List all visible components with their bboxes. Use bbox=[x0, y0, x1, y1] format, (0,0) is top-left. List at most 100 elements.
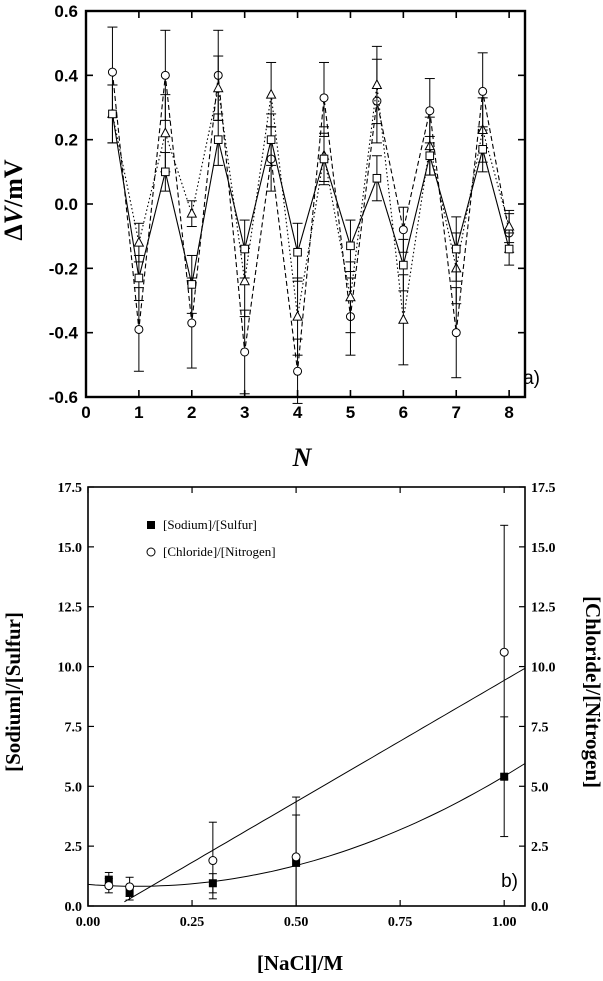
a-point-circle bbox=[240, 347, 250, 357]
b-x-tick-label: 1.00 bbox=[492, 915, 517, 930]
a-point-square bbox=[478, 145, 487, 154]
b-y-tick-label: 5.0 bbox=[65, 780, 83, 795]
a-point-square bbox=[346, 241, 355, 251]
b-panel-label: b) bbox=[501, 871, 518, 892]
a-point-square bbox=[240, 244, 249, 254]
b-y-tick-label: 15.0 bbox=[58, 541, 83, 556]
a-point-circle bbox=[425, 106, 435, 116]
b-y-tick-label-right: 0.0 bbox=[531, 900, 549, 915]
a-point-circle bbox=[134, 324, 144, 334]
b-x-tick-label: 0.25 bbox=[180, 915, 205, 930]
a-x-tick-label: 0 bbox=[81, 403, 90, 422]
a-panel-label: a) bbox=[523, 368, 540, 389]
b-y-tick-label-right: 12.5 bbox=[531, 601, 556, 616]
a-point-square bbox=[161, 167, 170, 177]
a-y-tick-label: 0.2 bbox=[54, 131, 78, 150]
b-y-tick-label: 10.0 bbox=[58, 661, 83, 676]
b-x-axis-label: [NaCl]/M bbox=[257, 951, 343, 975]
a-series-squares bbox=[107, 84, 515, 314]
a-point-square bbox=[399, 260, 408, 270]
a-point-circle bbox=[398, 225, 408, 235]
legend-label-sodium: [Sodium]/[Sulfur] bbox=[163, 517, 257, 532]
a-point-triangle bbox=[133, 236, 145, 247]
b-y-tick-label-right: 15.0 bbox=[531, 541, 556, 556]
a-point-triangle bbox=[265, 88, 277, 99]
a-point-circle bbox=[160, 70, 170, 80]
b-y-tick-label-right: 2.5 bbox=[531, 840, 549, 855]
a-point-circle bbox=[187, 318, 197, 328]
b-series-chloride bbox=[104, 524, 526, 907]
b-y-tick-label: 17.5 bbox=[58, 481, 83, 496]
a-y-tick-label: -0.6 bbox=[49, 388, 78, 407]
b-fit-line bbox=[124, 667, 526, 903]
b-y-tick-label: 0.0 bbox=[65, 900, 83, 915]
b-x-tick-label: 0.75 bbox=[388, 915, 413, 930]
a-point-square bbox=[187, 280, 197, 289]
b-y-axis-label-right: [Chloride]/[Nitrogen] bbox=[581, 596, 603, 788]
b-x-tick-label: 0.00 bbox=[76, 915, 101, 930]
b-y-tick-label: 2.5 bbox=[65, 840, 83, 855]
a-y-tick-label: -0.2 bbox=[49, 259, 78, 278]
a-x-tick-label: 2 bbox=[187, 403, 196, 422]
b-series-sodium bbox=[87, 716, 526, 907]
a-point-square bbox=[372, 173, 382, 183]
b-fit-line bbox=[87, 763, 526, 887]
a-y-tick-label: 0.6 bbox=[54, 2, 78, 21]
a-point-square bbox=[108, 109, 117, 119]
b-y-tick-label: 7.5 bbox=[65, 720, 83, 735]
b-y-tick-label-right: 5.0 bbox=[531, 780, 549, 795]
a-x-tick-label: 3 bbox=[240, 403, 249, 422]
b-legend: [Sodium]/[Sulfur] [Chloride]/[Nitrogen] bbox=[146, 517, 276, 559]
legend-marker-sodium bbox=[147, 521, 155, 529]
a-y-tick-label: 0.0 bbox=[54, 195, 78, 214]
a-point-square bbox=[266, 135, 276, 144]
a-point-triangle bbox=[398, 313, 409, 324]
a-point-circle bbox=[319, 93, 329, 103]
a-y-tick-label: -0.4 bbox=[49, 324, 79, 343]
b-point-circle bbox=[208, 856, 218, 866]
b-y-tick-label-right: 10.0 bbox=[531, 661, 556, 676]
a-x-tick-label: 6 bbox=[399, 403, 408, 422]
b-y-tick-label-right: 7.5 bbox=[531, 720, 549, 735]
a-point-circle bbox=[293, 366, 303, 376]
a-point-square bbox=[134, 273, 144, 283]
a-series-line-circles bbox=[111, 72, 510, 372]
a-point-triangle bbox=[371, 78, 383, 89]
a-point-triangle bbox=[292, 310, 303, 321]
a-point-triangle bbox=[239, 275, 251, 286]
a-point-circle bbox=[451, 328, 461, 338]
b-y-tick-label: 12.5 bbox=[58, 601, 83, 616]
b-point-circle bbox=[125, 882, 135, 892]
a-x-tick-label: 5 bbox=[346, 403, 355, 422]
a-point-circle bbox=[478, 86, 488, 96]
a-x-tick-label: 1 bbox=[134, 403, 143, 422]
a-x-axis-label: N bbox=[292, 443, 313, 472]
a-series-circles bbox=[107, 26, 515, 404]
a-point-square bbox=[425, 151, 435, 161]
legend-label-chloride: [Chloride]/[Nitrogen] bbox=[163, 544, 276, 559]
b-plot-frame bbox=[87, 486, 526, 907]
b-point-circle bbox=[291, 852, 301, 862]
a-y-tick-label: 0.4 bbox=[54, 66, 78, 85]
a-point-triangle bbox=[345, 291, 356, 302]
a-point-triangle bbox=[503, 220, 515, 231]
a-series-line-squares bbox=[111, 113, 510, 285]
a-x-tick-label: 8 bbox=[504, 403, 513, 422]
b-point-circle bbox=[104, 881, 114, 891]
a-x-tick-label: 7 bbox=[452, 403, 461, 422]
a-point-triangle bbox=[186, 207, 198, 218]
a-x-tick-label: 4 bbox=[293, 403, 303, 422]
b-y-axis-label-left: [Sodium]/[Sulfur] bbox=[1, 612, 25, 772]
b-y-tick-label-right: 17.5 bbox=[531, 481, 556, 496]
a-series-line-triangles bbox=[111, 84, 510, 320]
a-point-square bbox=[451, 244, 461, 254]
a-point-square bbox=[293, 247, 302, 257]
a-point-circle bbox=[107, 67, 117, 77]
a-point-square bbox=[504, 244, 514, 254]
a-point-square bbox=[213, 135, 223, 144]
a-point-triangle bbox=[160, 127, 171, 138]
b-x-tick-label: 0.50 bbox=[284, 915, 309, 930]
b-point-circle bbox=[499, 647, 509, 657]
a-y-axis-label: ΔV/mV bbox=[0, 159, 28, 241]
